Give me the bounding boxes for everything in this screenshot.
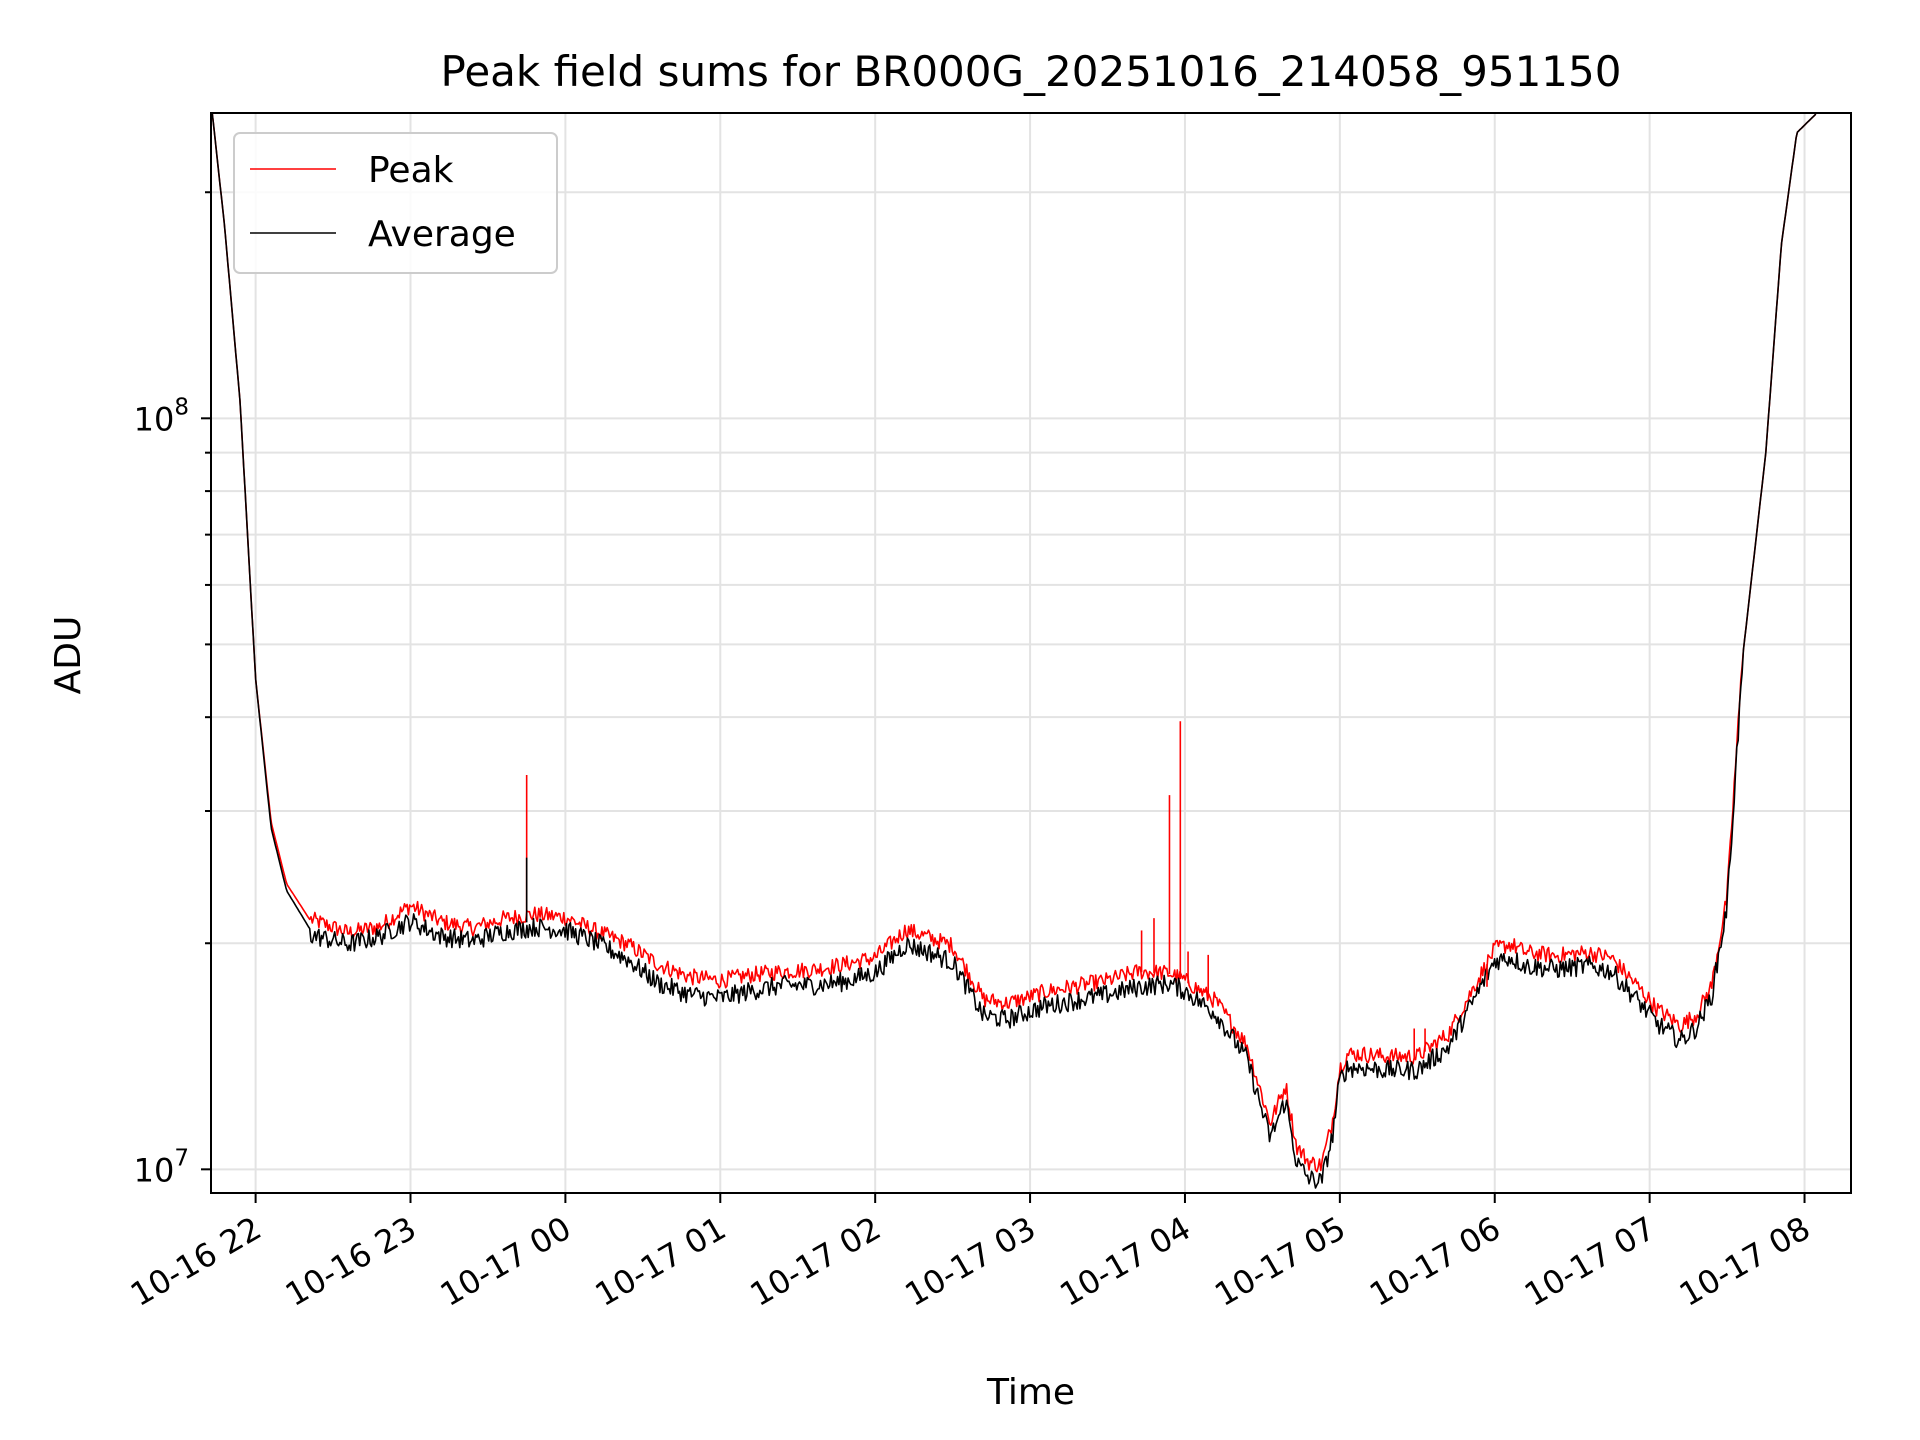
y-tick-label: 107 [134,1145,189,1189]
x-tick-label: 10-17 08 [1673,1209,1817,1314]
x-tick-label: 10-17 06 [1363,1209,1507,1314]
x-tick-label: 10-17 00 [434,1209,578,1314]
x-tick-label: 10-17 01 [589,1209,733,1314]
x-tick-label: 10-17 03 [898,1209,1042,1314]
y-tick-label: 108 [134,394,189,438]
legend-label-average: Average [368,214,516,255]
series-line-peak [211,113,1817,1173]
y-axis: 107 108 [134,191,211,1189]
x-tick-label: 10-17 04 [1053,1209,1197,1314]
x-axis: 10-16 22 10-16 23 10-17 00 10-17 01 10-17 02… [124,1193,1817,1314]
x-tick-label: 10-16 22 [124,1209,268,1314]
legend: Peak Average [233,132,558,274]
x-axis-label: Time [986,1372,1075,1413]
legend-label-peak: Peak [368,150,454,191]
grid-lines [211,113,1851,1193]
x-tick-label: 10-16 23 [279,1209,423,1314]
series-group [211,113,1817,1189]
x-tick-label: 10-17 07 [1518,1209,1662,1314]
y-axis-label: ADU [48,616,89,695]
chart-title: Peak field sums for BR000G_20251016_2140… [441,47,1622,96]
x-tick-label: 10-17 02 [744,1209,888,1314]
plot-area [211,113,1817,1189]
x-tick-label: 10-17 05 [1208,1209,1352,1314]
series-line-average [211,113,1817,1189]
legend-box [233,132,558,274]
